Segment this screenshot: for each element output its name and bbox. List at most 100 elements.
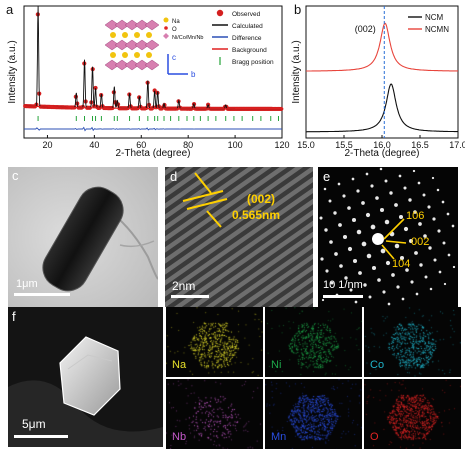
eds-map-ni: Ni (265, 307, 362, 377)
diffraction-spot (408, 198, 412, 202)
panel-b-label: b (294, 2, 301, 17)
diffraction-spot (370, 224, 376, 230)
na-atom (146, 32, 152, 38)
octahedron (104, 39, 120, 51)
diffraction-spot (384, 219, 390, 225)
spot-label-106: 106 (406, 210, 425, 222)
x-tick-label: 100 (228, 140, 243, 150)
series-line-ncmn (306, 22, 458, 72)
spot-label-002: 002 (411, 236, 430, 248)
panel-f-sem-image: f 5μm (8, 307, 163, 447)
peak-annotation: (002) (355, 24, 376, 34)
diffraction-spot (403, 186, 407, 190)
legend-marker (216, 9, 224, 17)
lattice-fringe (125, 153, 349, 312)
diffraction-spot (423, 234, 427, 238)
diffraction-spot (361, 201, 365, 205)
diffraction-spot (323, 187, 327, 191)
diffraction-spot (371, 265, 377, 271)
diffraction-spot (338, 223, 342, 227)
diffraction-spot (370, 184, 374, 188)
diffraction-spot (427, 205, 431, 209)
legend-label: NCMN (425, 25, 449, 34)
x-tick-label: 15.0 (297, 140, 315, 150)
scale-label: 2nm (172, 279, 196, 293)
diffraction-spot (424, 275, 428, 279)
diffraction-spot (399, 255, 405, 261)
legend-label: NCM (425, 13, 444, 22)
diffraction-spot (366, 253, 372, 259)
octahedron (104, 59, 120, 71)
diffraction-spot (379, 167, 383, 171)
diffraction-spot (428, 246, 432, 250)
diffraction-spot (389, 191, 393, 195)
diffraction-spot (422, 193, 426, 197)
element-label: Ni (271, 359, 282, 371)
scale-bar (171, 295, 209, 298)
diffraction-spot (408, 238, 414, 244)
diffraction-spot (351, 217, 357, 223)
scale-bar (14, 435, 68, 438)
diffraction-spot (446, 212, 450, 216)
xrd-zoom-chart: 15.0 15.5 16.0 16.5 17.0 2-Theta (degree) Inte… (291, 2, 465, 159)
diffraction-spot (356, 229, 362, 235)
x-tick-label: 16.5 (411, 140, 429, 150)
diffraction-spot (337, 182, 341, 186)
b-axis-label: b (191, 70, 196, 79)
spot-label-104: 104 (392, 258, 411, 270)
diffraction-spot (394, 203, 398, 207)
na-atom (122, 32, 128, 38)
diffraction-spot (398, 174, 402, 178)
element-label: Co (370, 359, 385, 371)
diffraction-spot (363, 283, 367, 287)
diffraction-spot (347, 246, 353, 252)
legend-label: Calculated (232, 23, 263, 30)
diffraction-spot (447, 253, 451, 257)
diffraction-spot (441, 200, 445, 204)
x-tick-label: 40 (89, 140, 99, 150)
diffraction-spot (432, 217, 436, 221)
octahedron (114, 19, 130, 31)
x-axis-label: 2-Theta (degree) (115, 148, 190, 158)
eds-map-na: Na (166, 307, 263, 377)
c-axis-label: c (172, 53, 176, 62)
diffraction-spot (354, 300, 358, 304)
diffraction-spot (358, 271, 362, 275)
diffraction-spot (342, 234, 348, 240)
diffraction-spot (451, 224, 455, 228)
scale-label: 10 1/nm (323, 279, 363, 291)
diffraction-spot (382, 290, 386, 294)
diffraction-spot (344, 276, 348, 280)
octahedron (134, 59, 150, 71)
y-axis-label: Intensity (a.u.) (7, 40, 18, 103)
x-tick-label: 20 (42, 140, 52, 150)
diffraction-spot (403, 226, 409, 232)
eds-map-mn: Mn (265, 379, 362, 449)
x-tick-label: 16.0 (373, 140, 391, 150)
diffraction-spot (437, 229, 441, 233)
diffraction-spot (415, 292, 419, 296)
plot-frame (23, 5, 283, 139)
crystal-structure-inset: c b Na O Ni/Co/Mn/Nb (104, 17, 203, 79)
scale-bar (323, 295, 363, 298)
scale-label: 5μm (22, 417, 46, 431)
diffraction-spot (433, 258, 437, 262)
diffraction-spot (339, 264, 343, 268)
diffraction-spot (398, 214, 404, 220)
lattice-fringe (114, 138, 339, 298)
diffraction-spot (329, 240, 333, 244)
y-axis-label: Intensity (a.u.) (291, 40, 302, 103)
diffraction-spot (351, 177, 355, 181)
diffraction-spot (349, 288, 353, 292)
na-atom (146, 52, 152, 58)
panel-d-label: d (170, 169, 178, 184)
diffraction-spot (442, 241, 446, 245)
diffraction-spot (365, 172, 369, 176)
diffraction-spot (412, 169, 416, 173)
element-label: O (370, 431, 379, 443)
diffraction-spot (328, 199, 332, 203)
spacing-label: 0.565nm (232, 208, 281, 222)
diffraction-spot (334, 252, 338, 256)
octahedron (144, 19, 160, 31)
diffraction-spot (380, 248, 386, 254)
